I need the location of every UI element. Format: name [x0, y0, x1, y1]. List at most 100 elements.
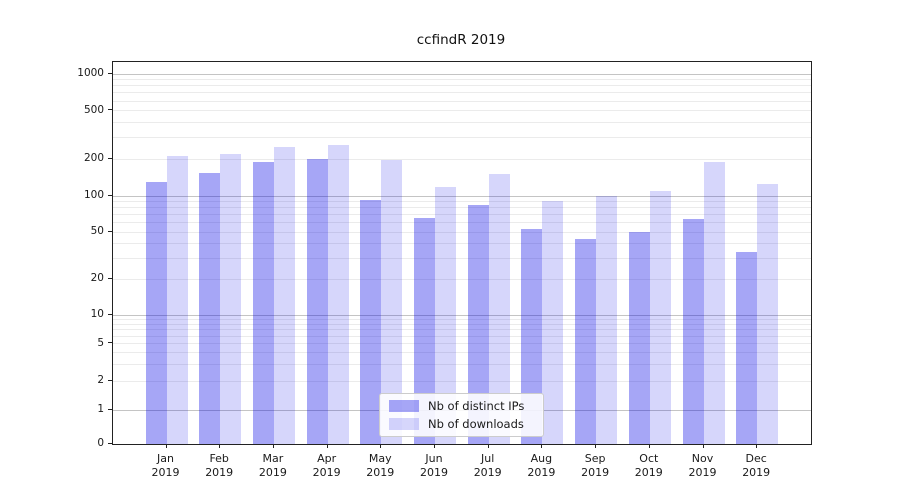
- gridline-major-100: [113, 195, 811, 197]
- chart-title: ccfindR 2019: [416, 32, 506, 48]
- gridline-minor-6: [113, 335, 811, 337]
- gridline-minor-500: [113, 110, 811, 112]
- x-tick-mark-oct: [648, 444, 650, 448]
- y-tick-mark-1: [108, 408, 112, 410]
- y-tick-label-1: 1: [97, 403, 104, 415]
- gridline-minor-7: [113, 329, 811, 331]
- x-tick-label-dec: Dec 2019: [742, 452, 771, 479]
- gridline-minor-2: [113, 380, 811, 382]
- x-tick-mark-jul: [487, 444, 489, 448]
- x-tick-mark-sep: [595, 444, 597, 448]
- x-tick-mark-jun: [434, 444, 435, 448]
- y-tick-label-50: 50: [90, 225, 104, 238]
- gridline-minor-90: [113, 201, 811, 203]
- y-tick-label-100: 100: [83, 189, 104, 202]
- x-tick-mark-nov: [702, 444, 704, 448]
- bar-distinct-ips-dec-2019: [736, 251, 758, 444]
- x-tick-label-jun: Jun 2019: [420, 452, 448, 479]
- x-tick-mark-apr: [326, 444, 328, 448]
- bar-distinct-ips-apr-2019: [306, 159, 328, 444]
- gridline-minor-40: [113, 243, 811, 245]
- bar-downloads-jun-2019: [435, 187, 456, 444]
- gridline-minor-300: [113, 137, 811, 139]
- legend-label-downloads: Nb of downloads: [428, 417, 524, 431]
- legend-label-distinct-ips: Nb of distinct IPs: [428, 399, 525, 413]
- bar-downloads-may-2019: [381, 159, 403, 444]
- bar-distinct-ips-jul-2019: [467, 204, 489, 444]
- gridline-minor-800: [113, 85, 811, 87]
- bar-distinct-ips-nov-2019: [682, 219, 704, 444]
- bar-downloads-jul-2019: [488, 173, 510, 444]
- y-tick-mark-1000: [108, 72, 112, 74]
- x-tick-mark-may: [380, 444, 382, 448]
- legend-item-downloads: Nb of downloads: [380, 417, 543, 431]
- y-tick-mark-50: [108, 230, 112, 232]
- x-tick-label-mar: Mar 2019: [258, 452, 287, 479]
- x-tick-mark-mar: [272, 444, 274, 448]
- gridline-minor-3: [113, 364, 811, 366]
- y-tick-label-200: 200: [83, 152, 104, 165]
- y-tick-mark-5: [108, 342, 112, 344]
- plot-area: [112, 61, 812, 445]
- bar-downloads-nov-2019: [703, 162, 725, 444]
- gridline-minor-20: [113, 278, 811, 280]
- gridline-major-1000: [113, 73, 811, 75]
- x-tick-label-may: May 2019: [366, 452, 395, 479]
- y-tick-mark-500: [108, 109, 112, 111]
- x-tick-mark-dec: [756, 444, 758, 448]
- y-tick-label-20: 20: [90, 272, 104, 285]
- gridline-minor-600: [113, 100, 811, 102]
- x-tick-label-nov: Nov 2019: [688, 452, 717, 479]
- x-tick-label-sep: Sep 2019: [581, 452, 610, 479]
- gridline-minor-700: [113, 92, 811, 94]
- y-tick-mark-20: [108, 277, 112, 279]
- gridline-minor-70: [113, 214, 811, 216]
- y-tick-label-2: 2: [97, 374, 104, 387]
- x-tick-label-feb: Feb 2019: [205, 452, 234, 479]
- gridline-minor-5: [113, 343, 811, 345]
- bar-distinct-ips-may-2019: [360, 200, 382, 444]
- bar-downloads-apr-2019: [327, 144, 349, 444]
- y-tick-mark-200: [108, 157, 112, 159]
- y-tick-mark-0: [108, 442, 112, 444]
- gridline-minor-60: [113, 222, 811, 224]
- y-tick-mark-10: [108, 313, 112, 315]
- bar-distinct-ips-jan-2019: [145, 182, 167, 444]
- bar-distinct-ips-aug-2019: [521, 229, 543, 444]
- x-tick-label-apr: Apr 2019: [312, 452, 341, 479]
- legend-swatch-distinct-ips: [389, 400, 419, 412]
- x-tick-label-aug: Aug 2019: [527, 452, 556, 479]
- y-tick-label-500: 500: [83, 103, 104, 116]
- legend-swatch-downloads: [389, 418, 419, 430]
- bar-downloads-feb-2019: [220, 154, 242, 444]
- y-tick-label-5: 5: [97, 336, 104, 349]
- gridline-minor-30: [113, 257, 811, 259]
- legend: Nb of distinct IPs Nb of downloads: [379, 393, 544, 437]
- bar-downloads-sep-2019: [596, 195, 618, 444]
- bar-downloads-dec-2019: [757, 184, 779, 444]
- gridline-minor-9: [113, 318, 811, 320]
- gridline-minor-4: [113, 352, 811, 354]
- bar-distinct-ips-sep-2019: [575, 238, 597, 444]
- bar-distinct-ips-feb-2019: [199, 173, 221, 444]
- gridline-minor-80: [113, 207, 811, 209]
- y-tick-label-10: 10: [90, 308, 104, 320]
- bar-downloads-aug-2019: [542, 200, 564, 444]
- y-tick-mark-100: [108, 194, 112, 196]
- bar-downloads-mar-2019: [273, 146, 295, 444]
- gridline-minor-8: [113, 323, 811, 325]
- y-tick-label-1000: 1000: [77, 67, 104, 79]
- x-tick-mark-jan: [165, 444, 167, 448]
- x-tick-label-jan: Jan 2019: [151, 452, 180, 479]
- bar-distinct-ips-mar-2019: [252, 162, 274, 444]
- legend-item-distinct-ips: Nb of distinct IPs: [380, 399, 543, 413]
- bar-downloads-jan-2019: [166, 156, 188, 444]
- bar-distinct-ips-jun-2019: [414, 217, 435, 444]
- bar-distinct-ips-oct-2019: [628, 232, 650, 444]
- gridline-major-10: [113, 314, 811, 316]
- gridline-minor-200: [113, 158, 811, 160]
- y-tick-label-0: 0: [97, 437, 104, 449]
- bar-downloads-oct-2019: [649, 191, 671, 444]
- y-tick-mark-2: [108, 379, 112, 381]
